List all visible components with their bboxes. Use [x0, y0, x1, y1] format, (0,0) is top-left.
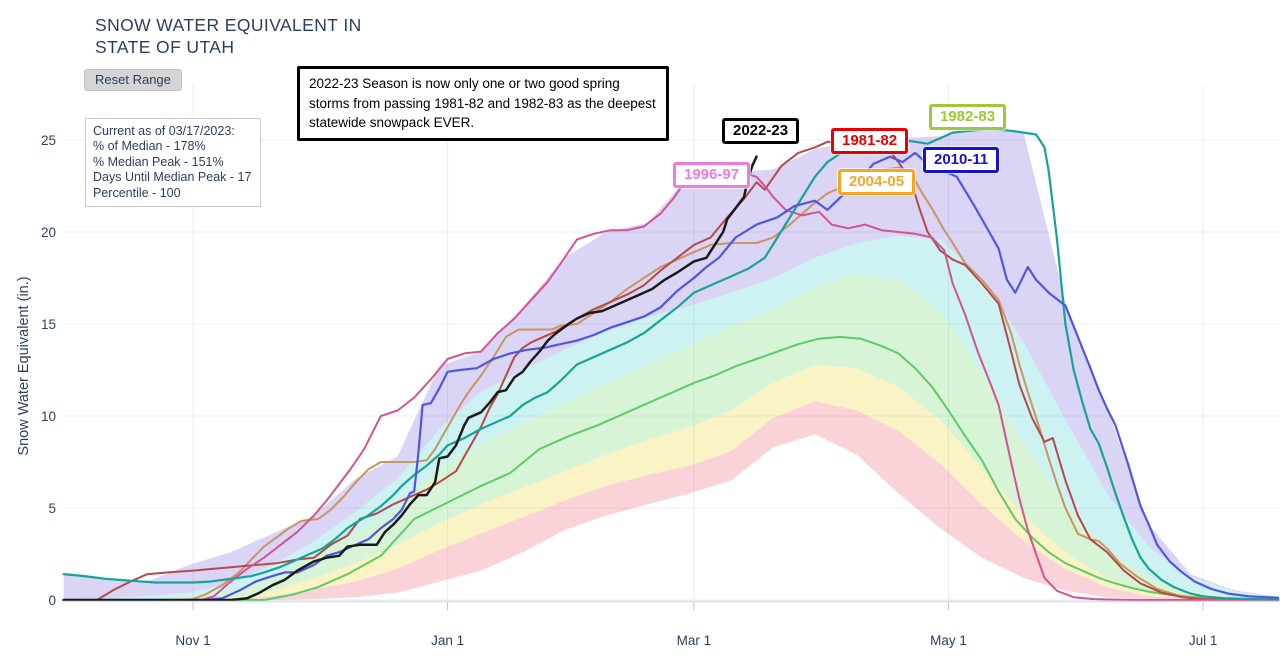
callout-2022-23: 2022-23	[722, 118, 800, 144]
series-line-1981-82	[62, 140, 1280, 601]
stats-pct-median-peak: % Median Peak - 151%	[93, 154, 224, 169]
y-tick-label: 5	[48, 501, 56, 516]
chart-title-line1: SNOW WATER EQUIVALENT IN	[95, 15, 362, 35]
y-tick-label: 25	[41, 133, 56, 148]
series-line-1982-83	[62, 127, 1280, 601]
stats-percentile: Percentile - 100	[93, 185, 181, 200]
callout-1981-82: 1981-82	[831, 128, 909, 154]
chart-title-line2: STATE OF UTAH	[95, 37, 235, 57]
series-line-2004-05	[62, 166, 1280, 601]
x-tick-label: Jan 1	[431, 633, 464, 648]
x-tick-label: May 1	[930, 633, 967, 648]
x-tick-label: Mar 1	[677, 633, 712, 648]
band-pink	[63, 401, 1275, 600]
x-tick-label: Jul 1	[1189, 633, 1218, 648]
series-line-median	[62, 335, 1280, 601]
stats-days-until-peak: Days Until Median Peak - 17	[93, 170, 252, 185]
y-tick-label: 20	[41, 225, 56, 240]
callout-2004-05: 2004-05	[838, 169, 916, 195]
stats-current-date: Current as of 03/17/2023:	[93, 124, 235, 138]
y-axis-title: Snow Water Equivalent (in.)	[16, 276, 32, 456]
callout-2010-11: 2010-11	[923, 147, 1000, 173]
series-line-2010-11	[62, 151, 1280, 602]
series-line-2022-23	[62, 155, 758, 602]
callout-1982-83: 1982-83	[929, 104, 1007, 130]
current-stats-box: Current as of 03/17/2023: % of Median - …	[85, 118, 261, 208]
reset-range-button[interactable]: Reset Range	[84, 69, 182, 91]
x-tick-label: Nov 1	[175, 633, 210, 648]
band-cyan	[63, 235, 1275, 600]
stats-pct-of-median: % of Median - 178%	[93, 139, 206, 154]
callout-1996-97: 1996-97	[673, 162, 751, 188]
y-tick-label: 0	[48, 593, 56, 608]
annotation-box: 2022-23 Season is now only one or two go…	[297, 66, 669, 141]
band-purple	[63, 129, 1275, 600]
chart-title: SNOW WATER EQUIVALENT IN STATE OF UTAH	[95, 14, 362, 58]
y-tick-label: 15	[41, 317, 56, 332]
y-tick-label: 10	[41, 409, 56, 424]
